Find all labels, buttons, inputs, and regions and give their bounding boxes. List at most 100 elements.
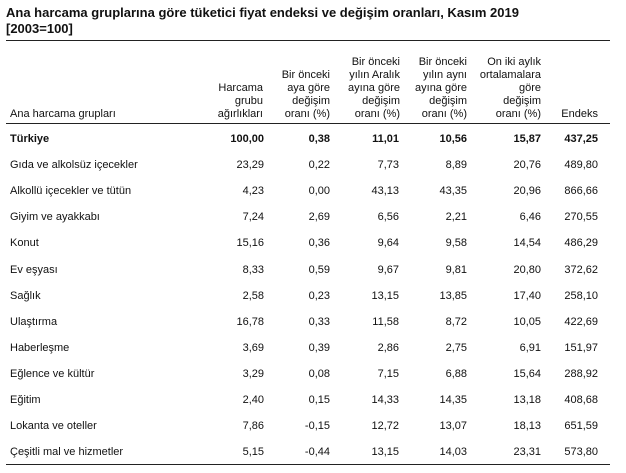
avg-change-cell: 6,91 <box>519 342 541 354</box>
avg-change-cell: 10,05 <box>513 316 541 328</box>
monthly-change-cell: 0,59 <box>308 264 330 276</box>
header-rule <box>6 123 610 124</box>
avg-change-cell: 15,87 <box>513 133 541 145</box>
avg-change-cell: 23,31 <box>513 446 541 458</box>
weight-cell: 15,16 <box>236 237 264 249</box>
table-row: Gıda ve alkolsüz içecekler 23,29 0,22 7,73 8… <box>6 157 610 173</box>
december-change-cell: 11,58 <box>372 316 399 328</box>
annual-change-cell: 2,75 <box>445 342 467 354</box>
annual-change-cell: 8,89 <box>445 159 467 171</box>
monthly-change-cell: 0,08 <box>308 368 330 380</box>
index-cell: 151,97 <box>564 342 598 354</box>
annual-change-cell: 9,58 <box>445 237 467 249</box>
table-row: Ulaştırma 16,78 0,33 11,58 8,72 10,05 422,69 <box>6 314 610 330</box>
table-row: Haberleşme 3,69 0,39 2,86 2,75 6,91 151,97 <box>6 340 610 356</box>
december-change-cell: 9,64 <box>377 237 399 249</box>
avg-change-cell: 14,54 <box>513 237 541 249</box>
december-change-cell: 7,73 <box>377 159 399 171</box>
weight-cell: 3,69 <box>242 342 264 354</box>
monthly-change-cell: 0,00 <box>308 185 330 197</box>
table-row: Eğlence ve kültür 3,29 0,08 7,15 6,88 15,64 28… <box>6 366 610 382</box>
avg-change-cell: 15,64 <box>513 368 541 380</box>
december-change-cell: 13,15 <box>371 290 399 302</box>
annual-change-cell: 14,35 <box>439 394 467 406</box>
index-cell: 489,80 <box>564 159 598 171</box>
december-change-cell: 11,01 <box>372 133 399 145</box>
table-row: Konut 15,16 0,36 9,64 9,58 14,54 486,29 <box>6 235 610 251</box>
december-change-cell: 2,86 <box>377 342 399 354</box>
index-cell: 270,55 <box>564 211 598 223</box>
header-december-change: Bir önceki yılın Aralık ayına göre değiş… <box>348 56 400 120</box>
avg-change-cell: 20,96 <box>513 185 541 197</box>
header-monthly-change: Bir önceki aya göre değişim oranı (%) <box>281 69 330 120</box>
index-cell: 651,59 <box>564 420 598 432</box>
row-group-name: Ev eşyası <box>10 264 58 276</box>
table-row: Giyim ve ayakkabı 7,24 2,69 6,56 2,21 6,46 270… <box>6 209 610 225</box>
december-change-cell: 43,13 <box>371 185 399 197</box>
avg-change-cell: 20,76 <box>513 159 541 171</box>
december-change-cell: 6,56 <box>377 211 399 223</box>
row-group-name: Sağlık <box>10 290 41 302</box>
weight-cell: 8,33 <box>242 264 264 276</box>
row-group-name: Ulaştırma <box>10 316 58 328</box>
table-row: Lokanta ve oteller 7,86 -0,15 12,72 13,07 18,… <box>6 418 610 434</box>
december-change-cell: 12,72 <box>371 420 399 432</box>
index-cell: 288,92 <box>564 368 598 380</box>
table-row: Sağlık 2,58 0,23 13,15 13,85 17,40 258,10 <box>6 288 610 304</box>
monthly-change-cell: 0,22 <box>308 159 330 171</box>
annual-change-cell: 6,88 <box>445 368 467 380</box>
header-index: Endeks <box>561 108 598 120</box>
row-group-name: Gıda ve alkolsüz içecekler <box>10 159 138 171</box>
table-row: Eğitim 2,40 0,15 14,33 14,35 13,18 408,68 <box>6 392 610 408</box>
table-title: Ana harcama gruplarına göre tüketici fiy… <box>6 5 519 37</box>
monthly-change-cell: 0,23 <box>308 290 330 302</box>
avg-change-cell: 20,80 <box>513 264 541 276</box>
table-row: Çeşitli mal ve hizmetler 5,15 -0,44 13,15 14… <box>6 444 610 460</box>
weight-cell: 7,24 <box>242 211 264 223</box>
weight-cell: 7,86 <box>242 420 264 432</box>
weight-cell: 2,40 <box>242 394 264 406</box>
avg-change-cell: 17,40 <box>513 290 541 302</box>
avg-change-cell: 6,46 <box>519 211 541 223</box>
title-line: Ana harcama gruplarına göre tüketici fiy… <box>6 5 519 20</box>
december-change-cell: 9,67 <box>377 264 399 276</box>
weight-cell: 5,15 <box>242 446 264 458</box>
row-group-name: Alkollü içecekler ve tütün <box>10 185 132 197</box>
annual-change-cell: 9,81 <box>445 264 467 276</box>
avg-change-cell: 13,18 <box>513 394 541 406</box>
annual-change-cell: 2,21 <box>445 211 467 223</box>
table-row: Ev eşyası 8,33 0,59 9,67 9,81 20,80 372,62 <box>6 262 610 278</box>
row-group-name: Giyim ve ayakkabı <box>10 211 100 223</box>
header-weights: Harcama grubu ağırlıkları <box>217 82 263 120</box>
top-rule <box>6 40 610 41</box>
weight-cell: 100,00 <box>230 133 264 145</box>
index-cell: 258,10 <box>564 290 598 302</box>
monthly-change-cell: -0,15 <box>304 420 330 432</box>
index-cell: 372,62 <box>564 264 598 276</box>
row-group-name: Eğlence ve kültür <box>10 368 95 380</box>
index-cell: 437,25 <box>564 133 598 145</box>
row-group-name: Haberleşme <box>10 342 70 354</box>
weight-cell: 3,29 <box>242 368 264 380</box>
annual-change-cell: 8,72 <box>445 316 467 328</box>
december-change-cell: 13,15 <box>371 446 399 458</box>
weight-cell: 23,29 <box>236 159 264 171</box>
monthly-change-cell: 0,15 <box>308 394 330 406</box>
row-group-name: Konut <box>10 237 39 249</box>
december-change-cell: 7,15 <box>377 368 399 380</box>
header-group-label: Ana harcama grupları <box>10 108 116 120</box>
monthly-change-cell: 0,38 <box>308 133 330 145</box>
monthly-change-cell: 0,36 <box>308 237 330 249</box>
annual-change-cell: 13,07 <box>439 420 467 432</box>
annual-change-cell: 14,03 <box>439 446 467 458</box>
annual-change-cell: 43,35 <box>439 185 467 197</box>
index-cell: 866,66 <box>564 185 598 197</box>
monthly-change-cell: 2,69 <box>308 211 330 223</box>
weight-cell: 4,23 <box>242 185 264 197</box>
header-annual-change: Bir önceki yılın aynı ayına göre değişim… <box>415 56 467 120</box>
monthly-change-cell: -0,44 <box>304 446 330 458</box>
annual-change-cell: 10,56 <box>439 133 467 145</box>
table-row: Alkollü içecekler ve tütün 4,23 0,00 43,13 4… <box>6 183 610 199</box>
index-cell: 573,80 <box>564 446 598 458</box>
row-group-name: Lokanta ve oteller <box>10 420 97 432</box>
